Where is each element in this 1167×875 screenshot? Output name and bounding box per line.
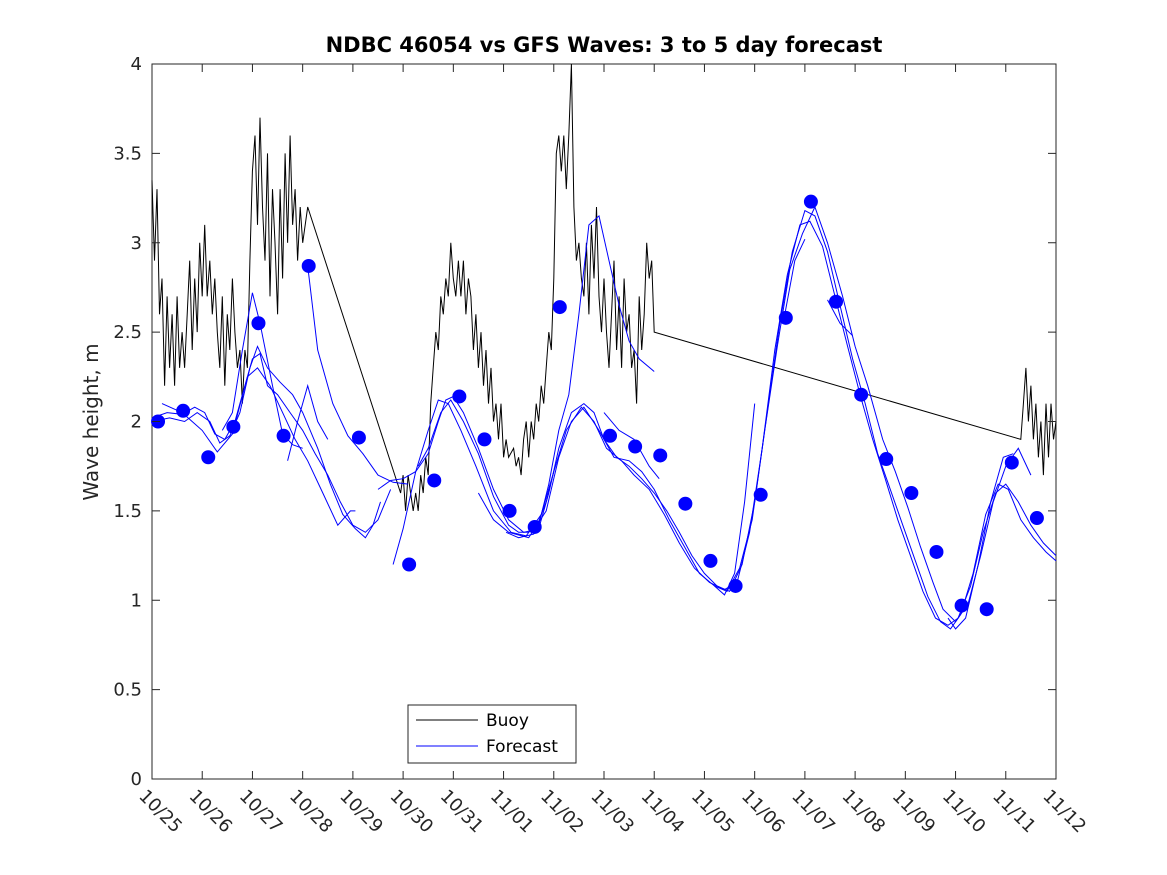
y-tick-label: 2.5 [113, 322, 142, 343]
y-tick-label: 3 [131, 233, 142, 254]
forecast-marker [603, 428, 618, 443]
forecast-marker [678, 496, 693, 511]
forecast-marker [653, 448, 668, 463]
legend-forecast-label: Forecast [486, 737, 558, 757]
plot-area [151, 63, 1057, 780]
forecast-marker [402, 557, 417, 572]
forecast-marker [251, 316, 266, 331]
forecast-marker [176, 403, 191, 418]
forecast-marker [954, 598, 969, 613]
y-tick-label: 3.5 [113, 143, 142, 164]
forecast-series-line [392, 220, 1057, 626]
forecast-marker [226, 419, 241, 434]
forecast-marker [452, 389, 467, 404]
buoy-series-line [151, 63, 1057, 511]
forecast-series-line [417, 214, 655, 533]
forecast-marker [477, 432, 492, 447]
forecast-marker [753, 487, 768, 502]
y-axis-label: Wave height, m [79, 343, 103, 500]
y-tick-label: 1.5 [113, 501, 142, 522]
forecast-marker [301, 258, 316, 273]
forecast-marker [1029, 511, 1044, 526]
forecast-marker [527, 519, 542, 534]
y-tick-label: 4 [131, 54, 142, 75]
buoy-series-layer [151, 63, 1057, 511]
forecast-series-line [287, 383, 329, 461]
forecast-marker [854, 387, 869, 402]
forecast-series-layer [151, 205, 1057, 630]
forecast-marker [929, 544, 944, 559]
forecast-series-line [505, 471, 555, 539]
forecast-marker [829, 294, 844, 309]
forecast-marker [201, 450, 216, 465]
y-tick-label: 0 [131, 769, 142, 790]
forecast-marker [552, 300, 567, 315]
chart-title: NDBC 46054 vs GFS Waves: 3 to 5 day fore… [326, 33, 883, 57]
y-axis: 0 0.5 1 1.5 2 2.5 3 3.5 4 [113, 54, 1056, 790]
y-tick-label: 2 [131, 412, 142, 433]
forecast-series-line [477, 205, 1032, 623]
legend: Buoy Forecast [407, 704, 577, 764]
forecast-marker [904, 486, 919, 500]
forecast-marker [276, 428, 291, 443]
forecast-series-line [151, 345, 381, 539]
forecast-marker [778, 310, 793, 325]
forecast-series-line [151, 352, 392, 533]
y-tick-label: 0.5 [113, 680, 142, 701]
forecast-series-line [947, 453, 1014, 630]
plot-frame [151, 63, 1057, 780]
forecast-series-line [827, 299, 853, 337]
forecast-series-line [603, 412, 660, 480]
forecast-marker [979, 602, 994, 617]
legend-box [407, 704, 577, 764]
forecast-marker [879, 452, 894, 467]
forecast-marker [427, 473, 442, 488]
forecast-marker [728, 578, 743, 593]
forecast-marker [628, 439, 643, 454]
forecast-marker [502, 503, 517, 518]
forecast-marker [703, 553, 718, 568]
forecast-marker [803, 194, 818, 209]
forecast-series-line [161, 367, 356, 527]
forecast-marker [351, 430, 366, 445]
forecast-series-line [714, 403, 756, 596]
legend-buoy-label: Buoy [486, 711, 529, 731]
forecast-series-line [784, 238, 806, 315]
forecast-marker [1004, 455, 1019, 470]
y-tick-label: 1 [131, 590, 142, 611]
forecast-marker-layer [151, 194, 1044, 617]
